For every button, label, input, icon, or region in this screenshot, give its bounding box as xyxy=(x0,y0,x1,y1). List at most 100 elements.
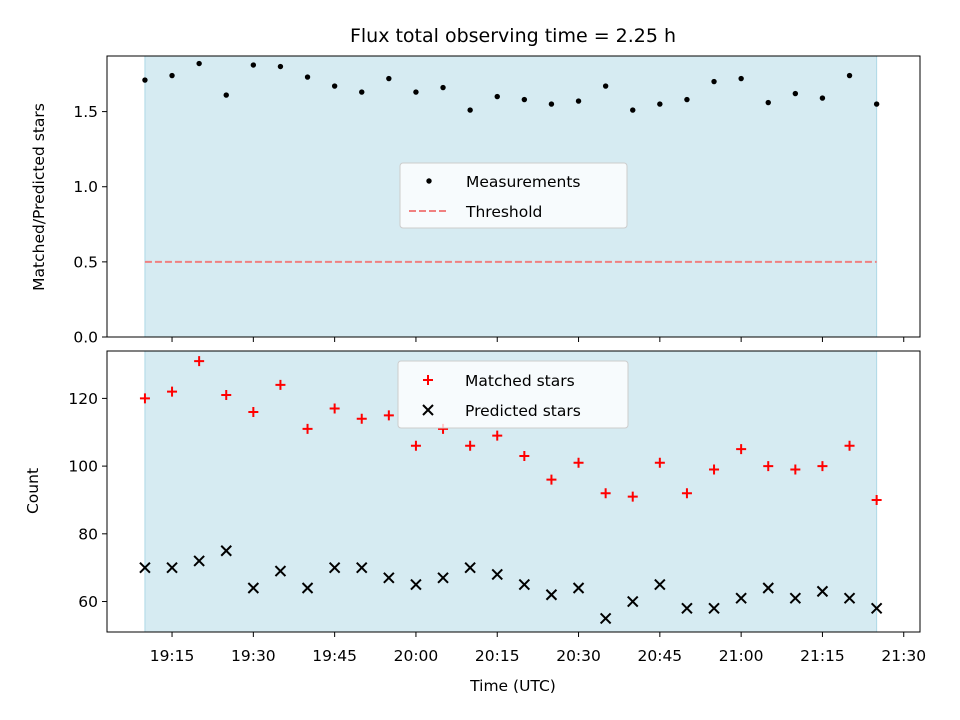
bottom-axes-frame xyxy=(106,350,921,633)
measurement-point xyxy=(277,63,284,70)
matched-star-point xyxy=(871,494,882,505)
matched-star-point xyxy=(681,488,692,499)
legend-threshold-label: Threshold xyxy=(465,203,542,221)
measurement-point xyxy=(738,75,744,82)
matched-star-point xyxy=(275,379,286,390)
x-tick-label: 19:30 xyxy=(231,647,276,665)
predicted-star-point xyxy=(545,589,558,601)
predicted-star-point xyxy=(383,572,395,584)
legend-predicted-marker xyxy=(422,404,434,416)
predicted-star-point xyxy=(328,561,341,574)
measurement-point xyxy=(873,101,880,107)
top-y-tick-label: 0.5 xyxy=(73,253,98,271)
bottom-y-tick-label: 100 xyxy=(68,458,98,476)
legend-matched-marker xyxy=(423,375,433,385)
matched-star-point xyxy=(329,403,340,414)
x-tick-label: 19:45 xyxy=(312,647,357,665)
measurement-point xyxy=(602,83,609,89)
bottom-panel: 60 80 100 120 19:15 19:30 19:45 20:00 20:15 20:30… xyxy=(68,350,926,665)
predicted-star-point xyxy=(491,568,503,581)
measurement-point xyxy=(819,95,826,101)
predicted-star-point xyxy=(789,592,802,604)
bottom-y-tick-label: 60 xyxy=(78,593,98,611)
x-tick-label: 20:15 xyxy=(475,647,520,665)
predicted-star-point xyxy=(518,578,531,591)
top-legend: Measurements Threshold xyxy=(399,162,628,229)
predicted-star-point xyxy=(627,595,639,608)
predicted-star-point xyxy=(464,561,476,574)
matched-star-point xyxy=(410,440,421,451)
measurement-point xyxy=(196,60,202,67)
predicted-star-point xyxy=(356,561,368,574)
predicted-star-point xyxy=(247,582,260,594)
legend-predicted-label: Predicted stars xyxy=(465,402,581,420)
matched-star-point xyxy=(167,386,178,397)
x-tick-label: 19:15 xyxy=(150,647,195,665)
bottom-y-tick-label: 120 xyxy=(68,390,98,408)
matched-star-point xyxy=(492,430,503,441)
matched-star-point xyxy=(600,488,611,499)
measurement-point xyxy=(304,74,311,80)
bottom-legend: Matched stars Predicted stars xyxy=(397,360,629,429)
matched-star-point xyxy=(790,464,801,475)
measurement-point xyxy=(413,89,419,95)
matched-star-point xyxy=(573,457,584,468)
matched-star-point xyxy=(627,491,638,502)
predicted-star-point xyxy=(572,582,585,594)
predicted-star-point xyxy=(166,561,178,574)
legend-measurement-marker xyxy=(426,178,432,184)
measurement-point xyxy=(250,62,257,68)
measurement-point xyxy=(846,72,853,79)
bottom-y-axis-label: Count xyxy=(24,468,42,514)
legend-frame xyxy=(397,360,629,429)
measurement-point xyxy=(440,84,446,91)
measurement-point xyxy=(657,101,663,107)
x-tick-label: 21:00 xyxy=(719,647,764,665)
predicted-star-point xyxy=(193,555,205,567)
measurement-point xyxy=(630,107,636,113)
predicted-star-point xyxy=(410,578,422,591)
measurement-point xyxy=(142,77,148,83)
predicted-star-point xyxy=(762,582,774,594)
matched-star-point xyxy=(383,410,394,421)
predicted-star-point xyxy=(301,582,314,594)
matched-star-point xyxy=(248,406,259,417)
matched-star-point xyxy=(736,444,747,455)
measurement-point xyxy=(521,96,528,103)
matched-star-point xyxy=(546,474,557,485)
top-axes-frame xyxy=(106,55,921,338)
measurement-point xyxy=(792,90,799,97)
measurement-point xyxy=(359,89,365,95)
measurement-point xyxy=(575,98,582,104)
predicted-star-point xyxy=(654,578,666,591)
predicted-star-point xyxy=(599,612,612,625)
x-tick-label: 21:15 xyxy=(800,647,845,665)
predicted-star-point xyxy=(843,592,856,604)
x-tick-label: 20:45 xyxy=(638,647,683,665)
measurement-point xyxy=(765,99,771,106)
legend-frame xyxy=(399,162,628,229)
predicted-star-point xyxy=(870,602,883,615)
x-tick-label: 21:30 xyxy=(881,647,926,665)
predicted-star-point xyxy=(220,545,232,557)
matched-star-point xyxy=(844,440,855,451)
matched-star-point xyxy=(139,393,150,404)
measurement-point xyxy=(494,93,500,100)
measurement-point xyxy=(684,96,690,103)
matched-star-point xyxy=(654,457,665,468)
top-y-tick-label: 1.0 xyxy=(73,178,98,196)
matched-star-point xyxy=(356,413,367,424)
predicted-star-point xyxy=(816,585,829,598)
measurement-point xyxy=(467,107,473,113)
top-panel: 0.0 0.5 1.0 1.5 Measurements Threshold xyxy=(73,55,921,347)
measurement-point xyxy=(331,83,338,89)
predicted-star-point xyxy=(139,561,151,574)
predicted-star-point xyxy=(735,592,747,604)
measurement-point xyxy=(548,101,555,107)
top-y-tick-label: 1.5 xyxy=(73,103,98,121)
matched-star-point xyxy=(194,356,205,367)
measurement-point xyxy=(711,78,717,85)
matched-star-point xyxy=(221,390,232,401)
matched-star-point xyxy=(817,461,828,472)
